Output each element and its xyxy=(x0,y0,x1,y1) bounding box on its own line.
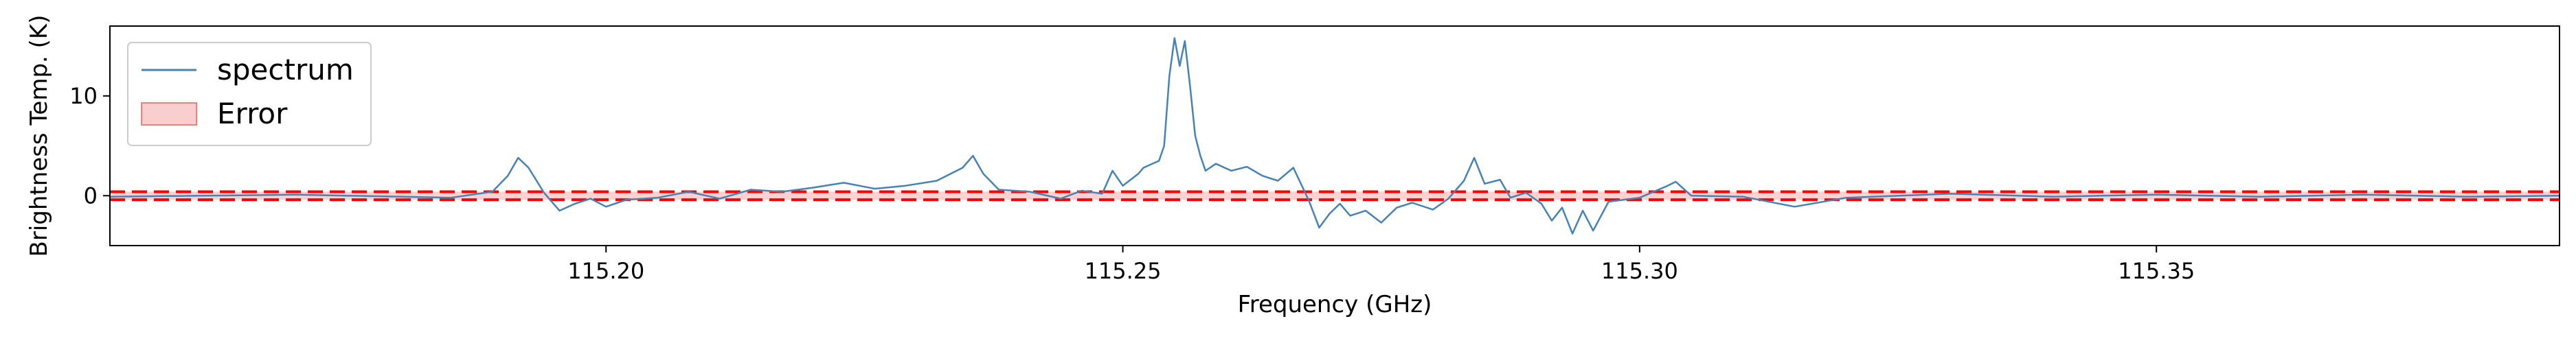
spectrum-line xyxy=(109,37,2560,235)
x-tick-label: 115.25 xyxy=(1085,258,1162,284)
legend-error-swatch xyxy=(141,102,197,126)
x-tick-label: 115.30 xyxy=(1601,258,1678,284)
x-axis: 115.20 115.25 115.30 115.35 xyxy=(567,246,2195,284)
y-axis: 0 10 xyxy=(69,83,110,209)
legend: spectrum Error xyxy=(127,42,372,146)
plot-frame xyxy=(109,25,2560,246)
legend-error-label: Error xyxy=(217,97,288,130)
x-tick-label: 115.20 xyxy=(567,258,644,284)
y-tick-label: 10 xyxy=(69,83,98,109)
x-axis-label: Frequency (GHz) xyxy=(1238,291,1432,318)
legend-spectrum-label: spectrum xyxy=(217,53,354,86)
y-axis-label: Brightness Temp. (K) xyxy=(25,15,53,257)
error-band xyxy=(110,191,2560,200)
x-tick-label: 115.35 xyxy=(2118,258,2195,284)
plot-area xyxy=(109,37,2560,235)
y-tick-label: 0 xyxy=(84,182,98,209)
